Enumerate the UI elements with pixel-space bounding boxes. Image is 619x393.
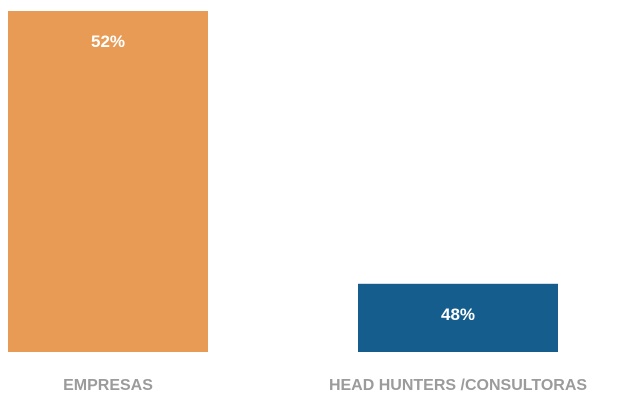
bar-head-hunters-consultoras [358, 283, 558, 352]
data-label: 52% [91, 32, 125, 51]
data-label: 48% [441, 305, 475, 324]
category-label: HEAD HUNTERS /CONSULTORAS [329, 377, 587, 393]
bars-group [8, 11, 558, 352]
category-label: EMPRESAS [63, 377, 153, 393]
bar-empresas [8, 11, 208, 352]
data-labels-group: 52% 48% [91, 32, 475, 324]
category-labels-group: EMPRESAS HEAD HUNTERS /CONSULTORAS [63, 377, 587, 393]
